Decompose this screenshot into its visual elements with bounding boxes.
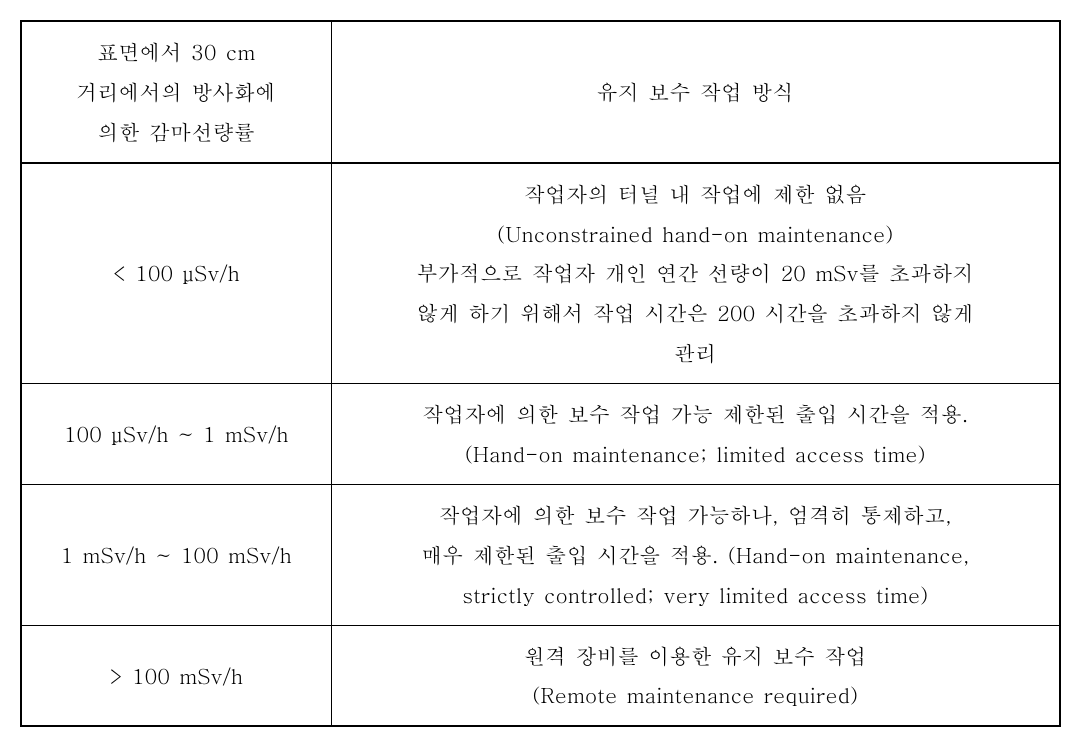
cell-maintenance-mode: 작업자에 의한 보수 작업 가능하나, 엄격히 통제하고,매우 제한된 출입 시… — [331, 484, 1060, 625]
header-maintenance-mode: 유지 보수 작업 방식 — [331, 21, 1060, 163]
cell-dose-rate: < 100 μSv/h — [21, 163, 331, 384]
cell-dose-rate: > 100 mSv/h — [21, 625, 331, 726]
table-row: 1 mSv/h ~ 100 mSv/h 작업자에 의한 보수 작업 가능하나, … — [21, 484, 1060, 625]
cell-maintenance-mode: 작업자에 의한 보수 작업 가능 제한된 출입 시간을 적용.(Hand-on … — [331, 384, 1060, 485]
dose-rate-maintenance-table: 표면에서 30 cm거리에서의 방사화에의한 감마선량률 유지 보수 작업 방식… — [20, 20, 1061, 727]
cell-dose-rate: 100 μSv/h ~ 1 mSv/h — [21, 384, 331, 485]
cell-maintenance-mode: 작업자의 터널 내 작업에 제한 없음(Unconstrained hand-o… — [331, 163, 1060, 384]
table-row: > 100 mSv/h 원격 장비를 이용한 유지 보수 작업(Remote m… — [21, 625, 1060, 726]
table-row: 100 μSv/h ~ 1 mSv/h 작업자에 의한 보수 작업 가능 제한된… — [21, 384, 1060, 485]
table-row: < 100 μSv/h 작업자의 터널 내 작업에 제한 없음(Unconstr… — [21, 163, 1060, 384]
table-header-row: 표면에서 30 cm거리에서의 방사화에의한 감마선량률 유지 보수 작업 방식 — [21, 21, 1060, 163]
cell-maintenance-mode: 원격 장비를 이용한 유지 보수 작업(Remote maintenance r… — [331, 625, 1060, 726]
cell-dose-rate: 1 mSv/h ~ 100 mSv/h — [21, 484, 331, 625]
header-dose-rate: 표면에서 30 cm거리에서의 방사화에의한 감마선량률 — [21, 21, 331, 163]
